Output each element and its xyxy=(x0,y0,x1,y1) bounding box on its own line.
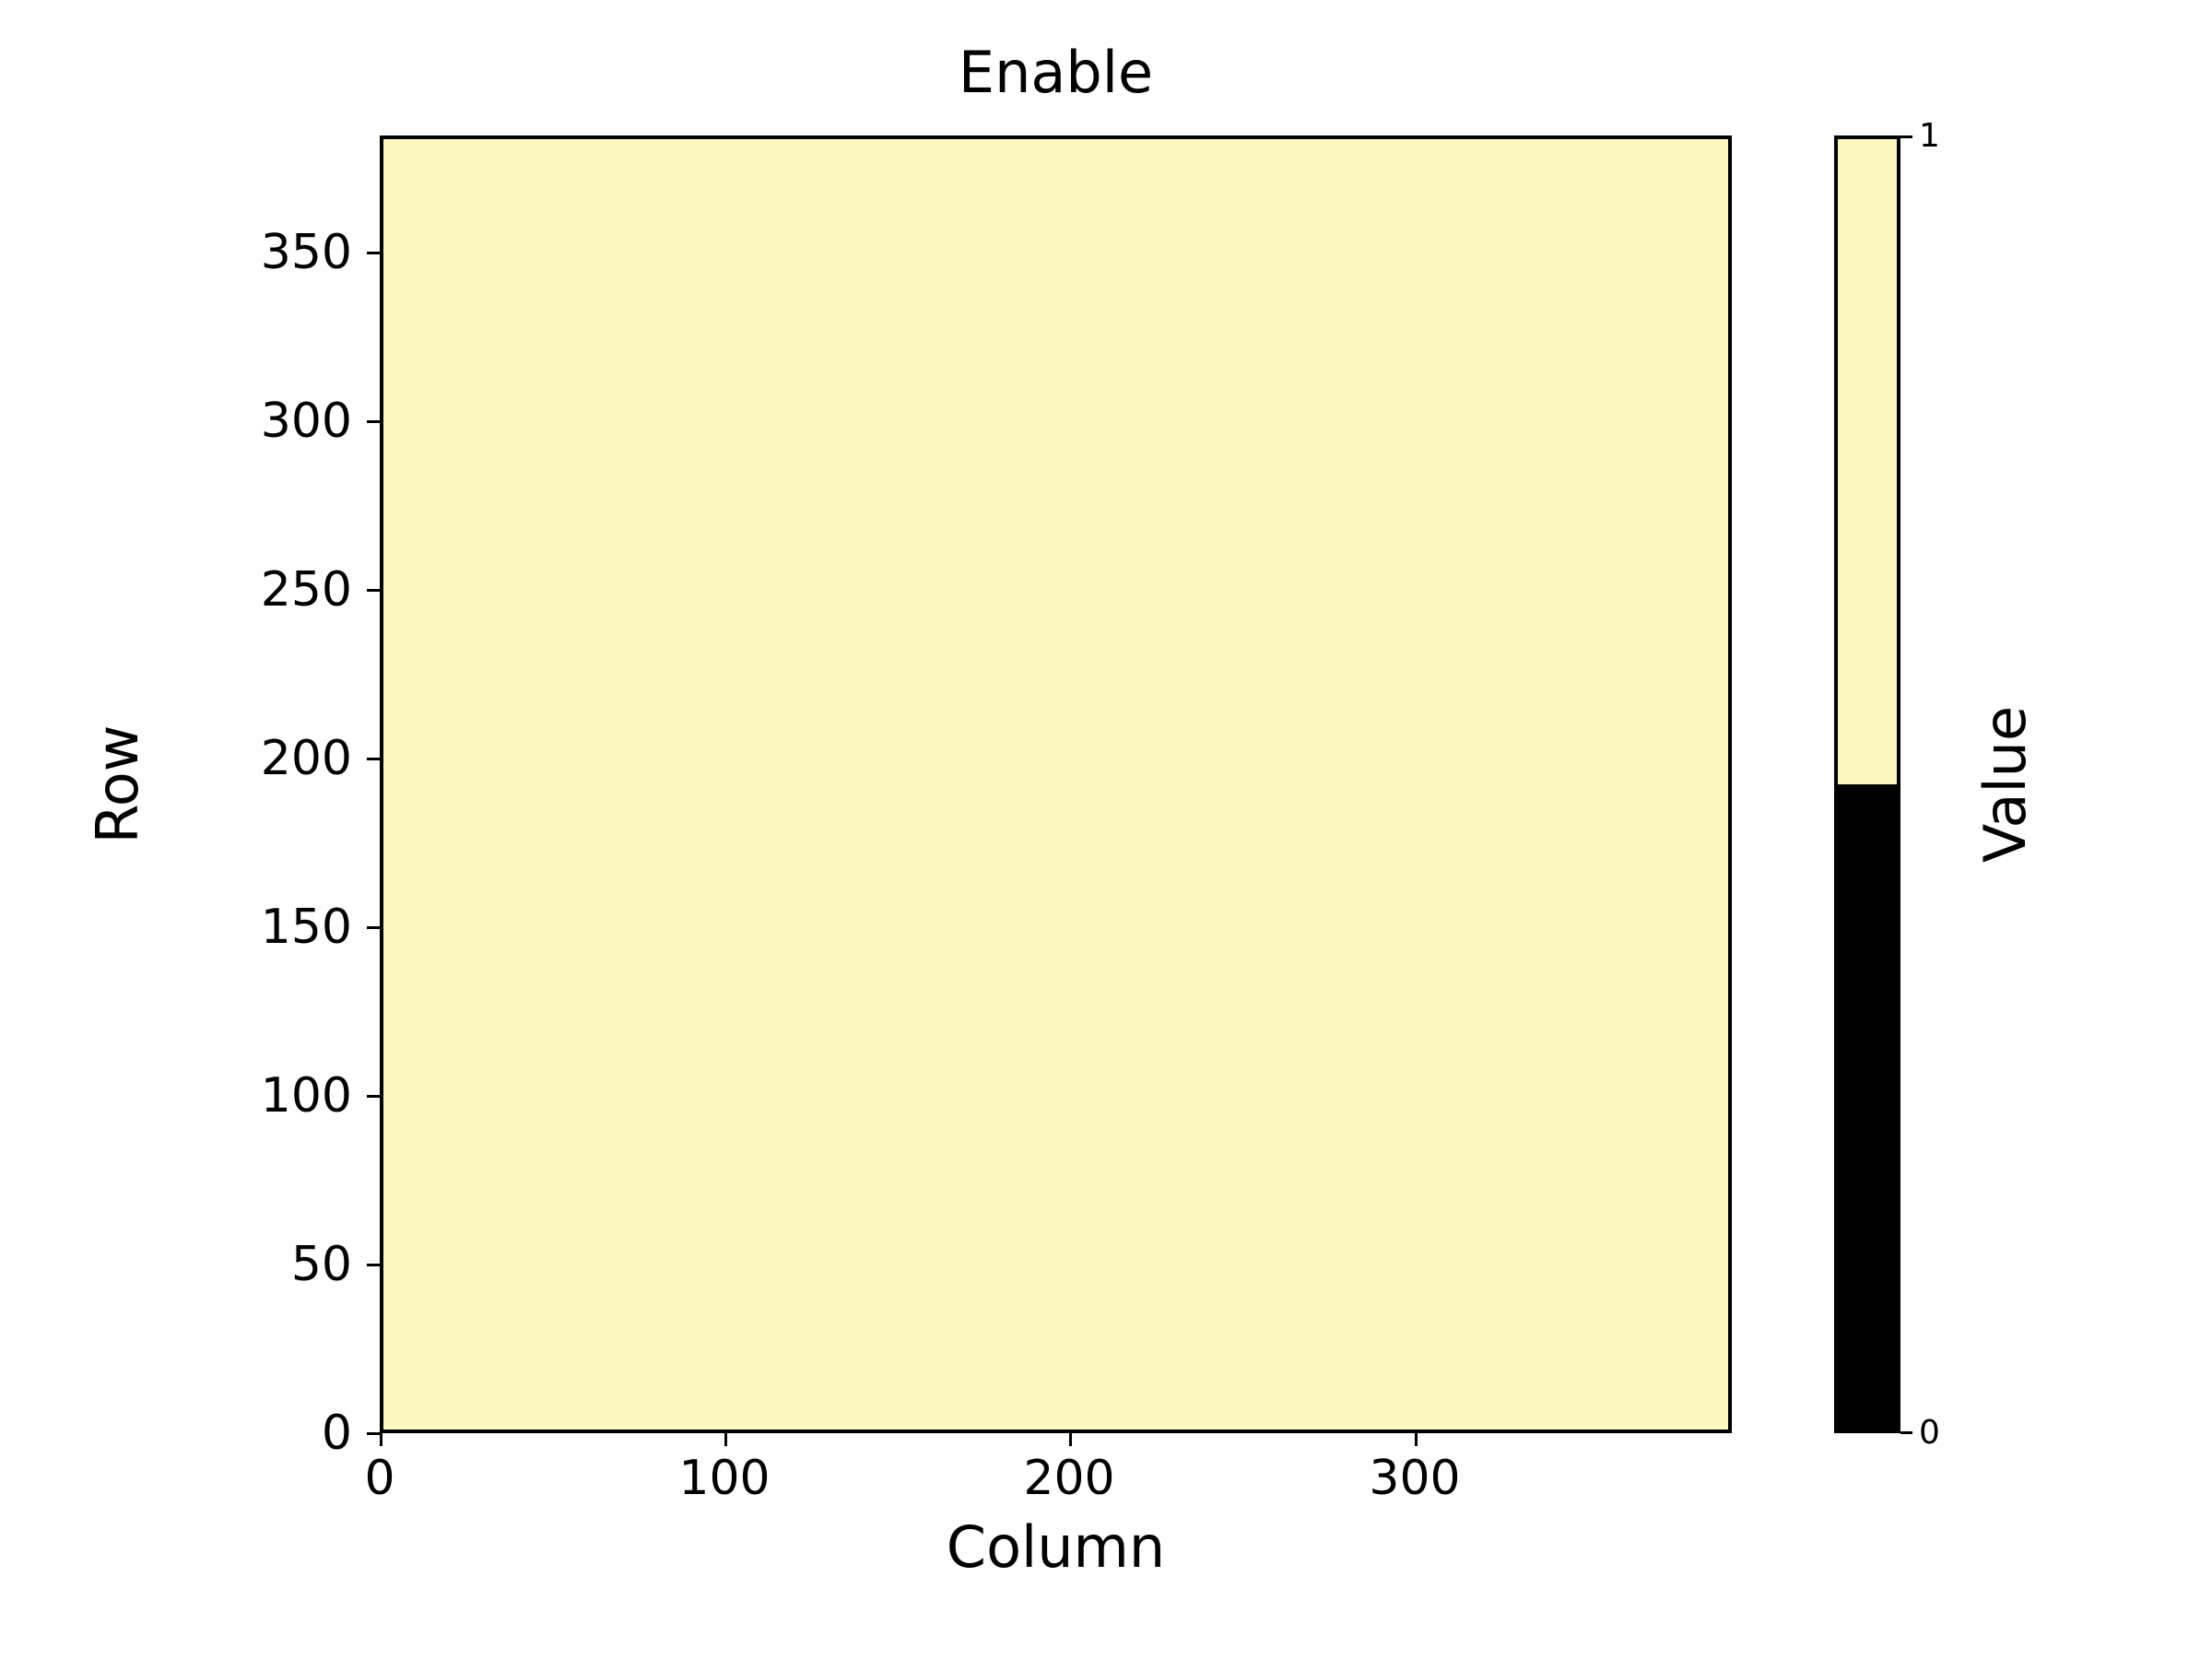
xtick-label-100: 100 xyxy=(678,1451,771,1506)
colorbar-gradient xyxy=(1838,139,1897,1430)
colorbar[interactable] xyxy=(1834,135,1900,1433)
ytick-label-150: 150 xyxy=(260,900,352,955)
colorbar-tick-label-0: 0 xyxy=(1919,1414,1940,1452)
y-axis-label: Row xyxy=(84,724,151,844)
ytick-label-50: 50 xyxy=(290,1237,352,1292)
heatmap-image xyxy=(383,139,1728,1430)
heatmap-plot-area[interactable] xyxy=(380,135,1732,1433)
colorbar-tick-mark-1 xyxy=(1900,135,1912,138)
xtick-label-300: 300 xyxy=(1369,1451,1461,1506)
colorbar-label: Value xyxy=(1971,705,2039,864)
ytick-mark-250 xyxy=(367,589,380,592)
xtick-mark-100 xyxy=(724,1433,727,1446)
xtick-label-0: 0 xyxy=(364,1451,395,1506)
ytick-mark-350 xyxy=(367,252,380,254)
colorbar-tick-mark-0 xyxy=(1900,1431,1912,1434)
ytick-label-0: 0 xyxy=(321,1406,352,1461)
ytick-label-100: 100 xyxy=(260,1068,352,1124)
ytick-mark-300 xyxy=(367,420,380,423)
xtick-mark-200 xyxy=(1069,1433,1072,1446)
ytick-label-200: 200 xyxy=(260,731,352,786)
xtick-label-200: 200 xyxy=(1023,1451,1115,1506)
xtick-mark-300 xyxy=(1415,1433,1418,1446)
ytick-mark-100 xyxy=(367,1095,380,1098)
ytick-mark-0 xyxy=(367,1432,380,1435)
colorbar-tick-label-1: 1 xyxy=(1919,117,1940,155)
ytick-mark-200 xyxy=(367,758,380,760)
ytick-label-250: 250 xyxy=(260,562,352,618)
ytick-label-300: 300 xyxy=(260,394,352,449)
ytick-mark-150 xyxy=(367,926,380,929)
ytick-label-350: 350 xyxy=(260,225,352,280)
ytick-mark-50 xyxy=(367,1264,380,1266)
chart-title: Enable xyxy=(958,39,1154,106)
xtick-mark-0 xyxy=(380,1433,382,1446)
x-axis-label: Column xyxy=(946,1513,1166,1581)
